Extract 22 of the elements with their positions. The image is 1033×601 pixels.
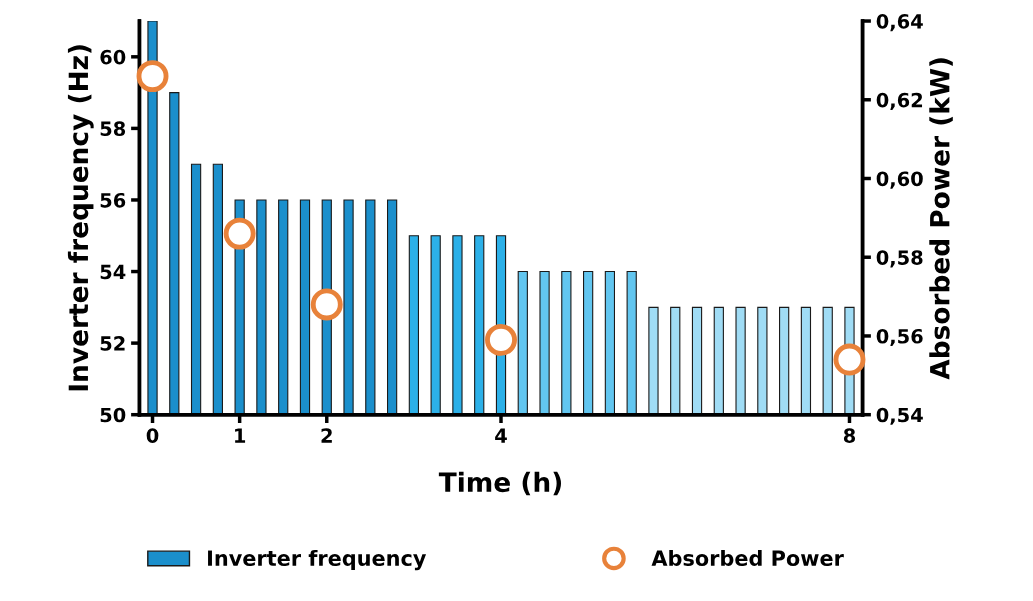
x-tick-label: 1	[235, 428, 246, 443]
x-tick-label: 0	[146, 428, 159, 443]
y-tick-label: 54	[100, 264, 126, 280]
legend-label: Absorbed Power	[651, 549, 844, 567]
y2-tick-label: 0,60	[876, 171, 923, 189]
y-tick-label: 60	[100, 49, 126, 65]
x-axis-title: Time (h)	[438, 471, 561, 496]
y2-tick-label: 0,64	[876, 13, 923, 32]
y-tick-label: 50	[100, 407, 126, 423]
y2-tick-label: 0,54	[876, 407, 923, 425]
x-tick-label: 2	[321, 428, 332, 443]
y-axis-title: Inverter frequency (Hz)	[67, 45, 94, 391]
y-tick-label: 58	[100, 121, 126, 137]
y2-tick-label: 0,58	[876, 250, 923, 268]
x-tick-label: 4	[495, 428, 507, 443]
y2-tick-label: 0,56	[876, 328, 923, 347]
y2-tick-label: 0,62	[876, 92, 923, 110]
y-tick-label: 52	[100, 336, 125, 351]
y-tick-label: 56	[100, 192, 126, 208]
y2-axis-title: Absorbed Power (kW)	[929, 58, 953, 380]
legend-label: Inverter frequency	[208, 549, 427, 571]
x-tick-label: 8	[843, 428, 856, 443]
